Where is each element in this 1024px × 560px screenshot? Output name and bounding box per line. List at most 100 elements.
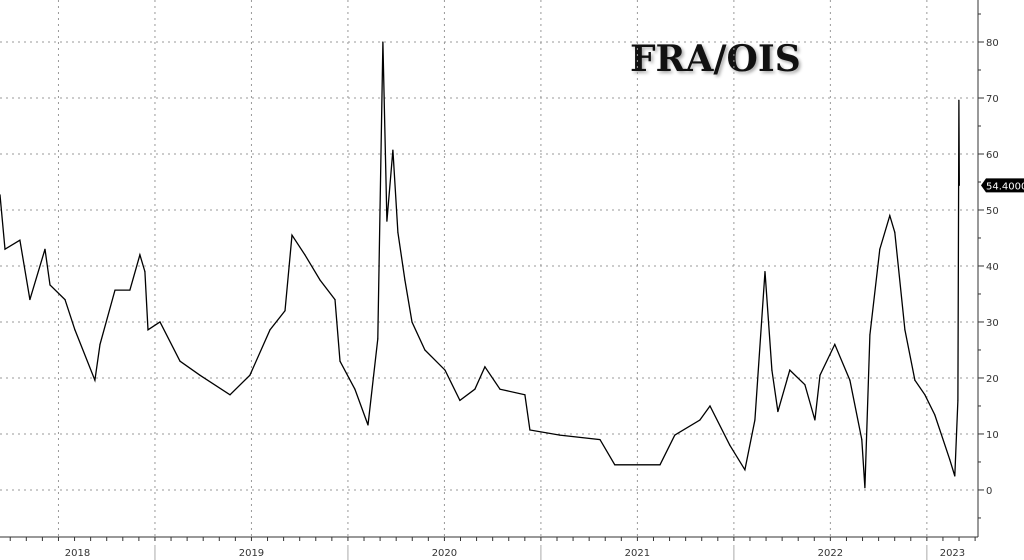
data-point xyxy=(114,289,116,291)
data-point xyxy=(129,289,131,291)
data-point xyxy=(764,270,766,273)
grid xyxy=(0,0,978,537)
data-point xyxy=(444,369,446,371)
data-point xyxy=(159,321,161,323)
axes: 0 10 20 30 40 50 60 70 80 2018 2019 2020 2021 2022 202… xyxy=(0,0,999,560)
data-point xyxy=(659,464,661,466)
data-point xyxy=(4,248,6,250)
last-value-label: 54.4000 xyxy=(986,181,1024,192)
data-point xyxy=(269,329,271,331)
data-point xyxy=(474,388,476,390)
data-point xyxy=(382,41,384,43)
data-point xyxy=(459,399,461,401)
chart-title: FRA/OIS xyxy=(630,38,801,80)
data-point xyxy=(29,298,31,301)
data-point xyxy=(814,419,816,421)
data-point xyxy=(339,360,341,362)
data-point xyxy=(147,329,149,331)
data-point xyxy=(789,369,791,371)
data-point xyxy=(484,366,486,368)
data-point xyxy=(284,310,286,312)
data-point xyxy=(804,384,806,386)
data-point xyxy=(354,388,356,390)
data-point xyxy=(397,231,399,233)
data-point xyxy=(949,459,951,461)
data-point xyxy=(386,220,388,222)
data-point xyxy=(599,438,601,441)
data-point xyxy=(49,284,51,286)
data-point xyxy=(99,343,101,345)
data-point xyxy=(199,374,201,376)
y-tick-label: 70 xyxy=(986,94,999,105)
data-point xyxy=(958,99,960,101)
data-point xyxy=(879,248,881,250)
data-point xyxy=(424,349,426,351)
data-point xyxy=(499,388,501,390)
data-point xyxy=(19,239,21,241)
data-point xyxy=(249,374,251,376)
data-point xyxy=(699,419,701,421)
last-value-box xyxy=(981,178,1024,193)
y-tick-label: 20 xyxy=(986,374,999,385)
y-tick-label: 80 xyxy=(986,38,999,49)
data-point xyxy=(709,405,711,407)
series-line xyxy=(0,41,960,488)
data-point xyxy=(777,410,779,413)
data-point xyxy=(559,434,561,436)
data-point xyxy=(889,214,891,217)
data-point xyxy=(729,444,731,446)
data-point xyxy=(94,379,96,381)
y-tick-label: 50 xyxy=(986,206,999,217)
data-point xyxy=(954,475,956,477)
data-point xyxy=(744,469,746,471)
data-point xyxy=(934,414,936,416)
data-point xyxy=(377,338,379,340)
data-point xyxy=(139,254,141,256)
data-point xyxy=(819,374,821,376)
x-tick-label: 2023 xyxy=(940,548,965,559)
y-tick-label: 0 xyxy=(986,486,992,497)
data-point xyxy=(614,464,616,466)
data-point xyxy=(179,360,181,362)
data-point xyxy=(524,394,526,396)
data-point xyxy=(771,369,773,371)
data-point xyxy=(958,184,960,186)
y-tick-label: 40 xyxy=(986,262,999,273)
data-point xyxy=(229,394,231,396)
data-point xyxy=(834,343,836,345)
last-value-badge: 54.4000 xyxy=(981,178,1024,193)
data-point xyxy=(864,487,866,489)
data-point xyxy=(404,279,406,281)
y-tick-label: 60 xyxy=(986,150,999,161)
data-point xyxy=(0,194,1,196)
data-point xyxy=(674,434,676,436)
data-point xyxy=(914,379,916,381)
data-point xyxy=(529,429,531,431)
data-point xyxy=(64,298,66,301)
data-point xyxy=(894,231,896,233)
x-tick-label: 2022 xyxy=(818,548,843,559)
x-tick-label: 2018 xyxy=(65,548,90,559)
x-tick-label: 2021 xyxy=(625,548,650,559)
x-tick-label: 2020 xyxy=(432,548,457,559)
data-point xyxy=(367,424,369,426)
data-point xyxy=(411,321,413,323)
data-point xyxy=(924,394,926,396)
data-point xyxy=(849,379,851,381)
data-point xyxy=(304,254,306,256)
data-point xyxy=(392,149,394,151)
data-point xyxy=(861,438,863,441)
data-point xyxy=(44,248,46,250)
data-point xyxy=(869,334,871,336)
data-point xyxy=(319,279,321,281)
data-point xyxy=(904,329,906,331)
data-point xyxy=(334,298,336,301)
y-tick-label: 30 xyxy=(986,318,999,329)
y-tick-label: 10 xyxy=(986,430,999,441)
data-point xyxy=(291,234,293,236)
data-point xyxy=(74,329,76,331)
data-points xyxy=(0,41,960,489)
data-point xyxy=(144,270,146,273)
x-tick-label: 2019 xyxy=(239,548,264,559)
